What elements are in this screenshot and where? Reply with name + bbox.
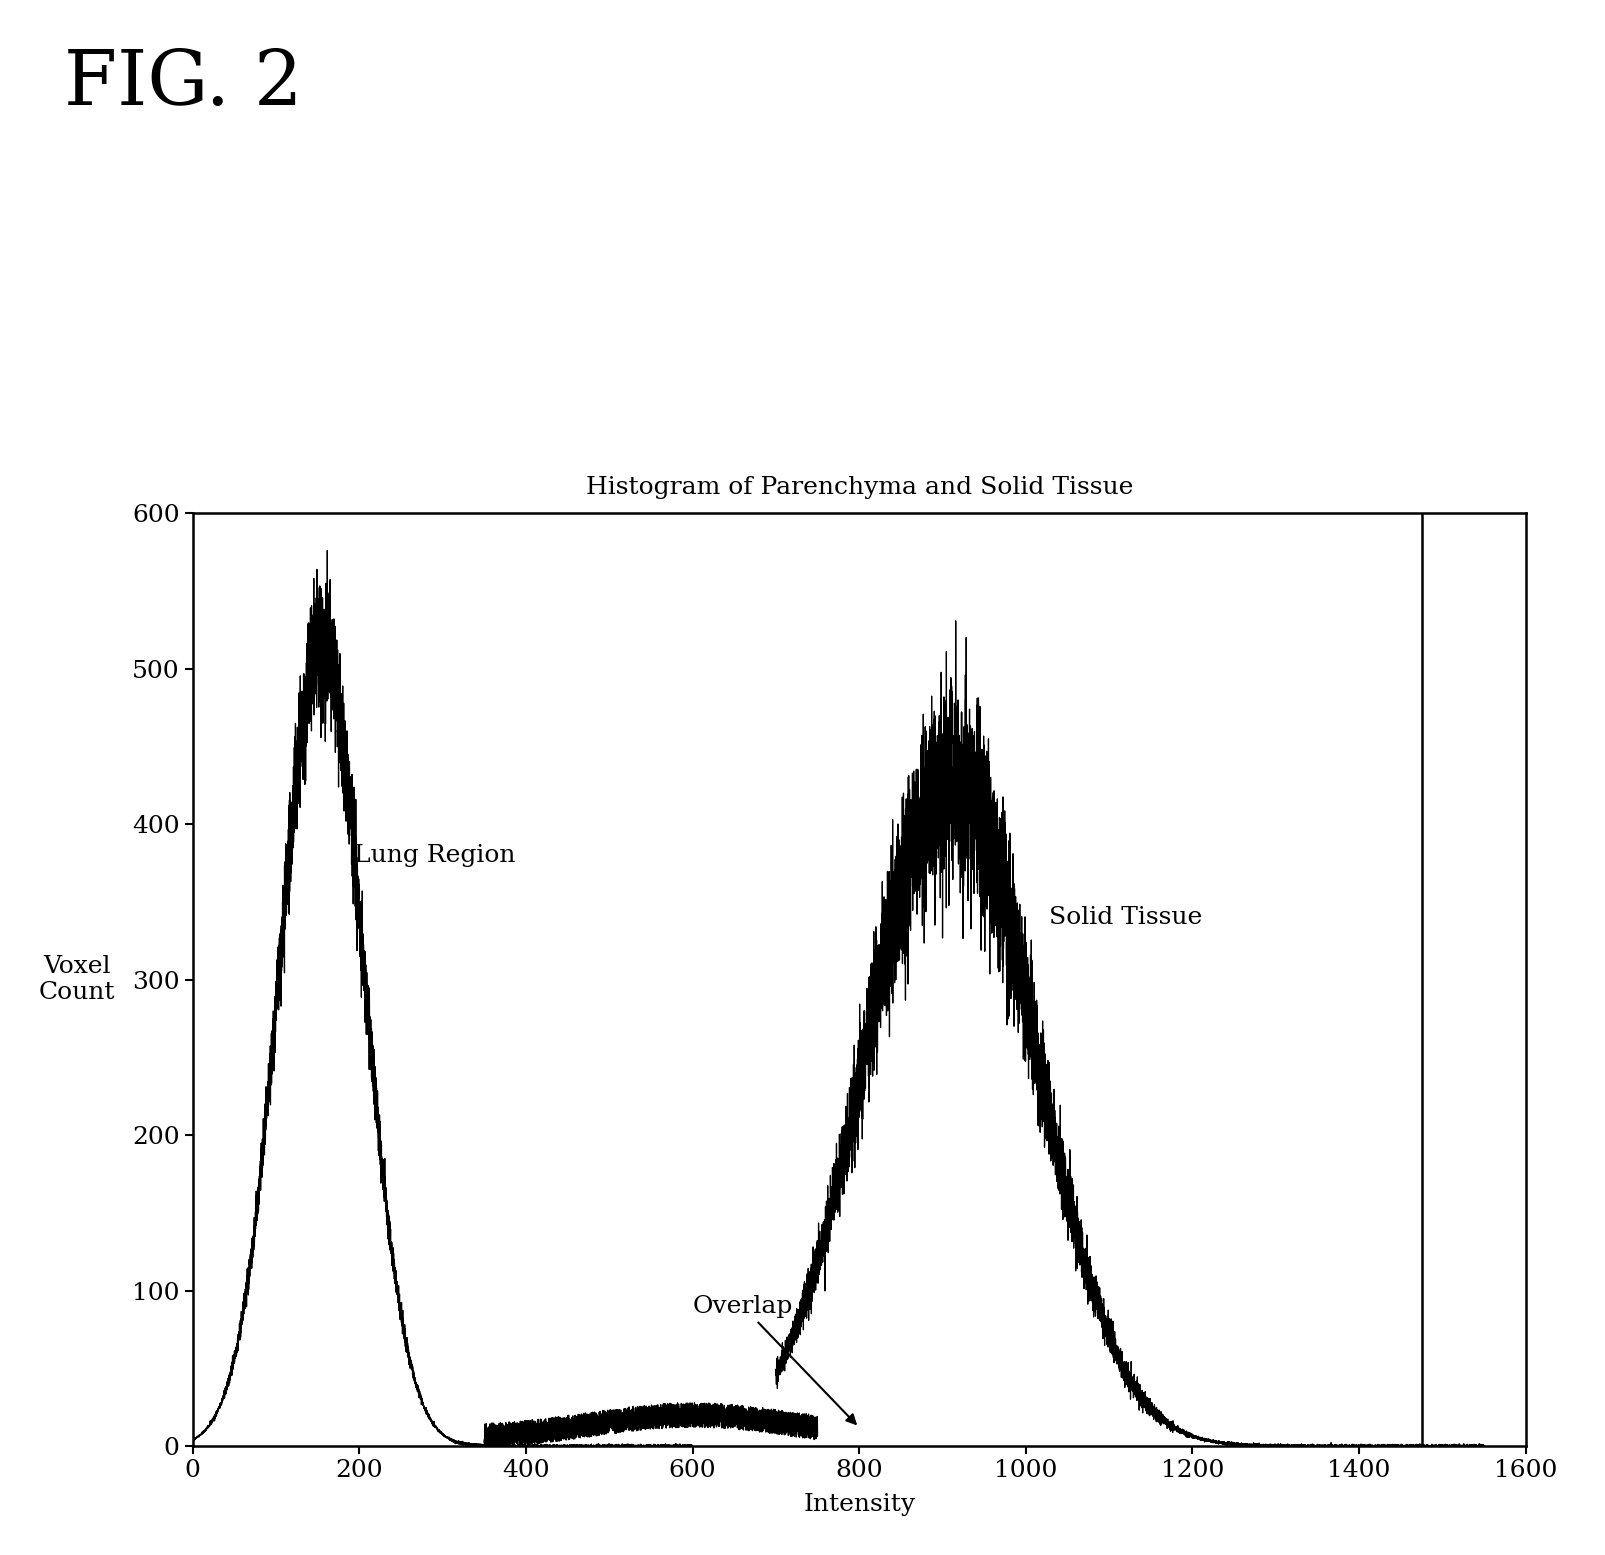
Y-axis label: Voxel
Count: Voxel Count [39, 955, 116, 1005]
Text: Solid Tissue: Solid Tissue [1048, 907, 1202, 928]
X-axis label: Intensity: Intensity [802, 1493, 915, 1516]
Text: Lung Region: Lung Region [353, 844, 515, 866]
Title: Histogram of Parenchyma and Solid Tissue: Histogram of Parenchyma and Solid Tissue [586, 476, 1132, 499]
Text: Overlap: Overlap [692, 1295, 855, 1424]
Text: FIG. 2: FIG. 2 [64, 47, 303, 121]
